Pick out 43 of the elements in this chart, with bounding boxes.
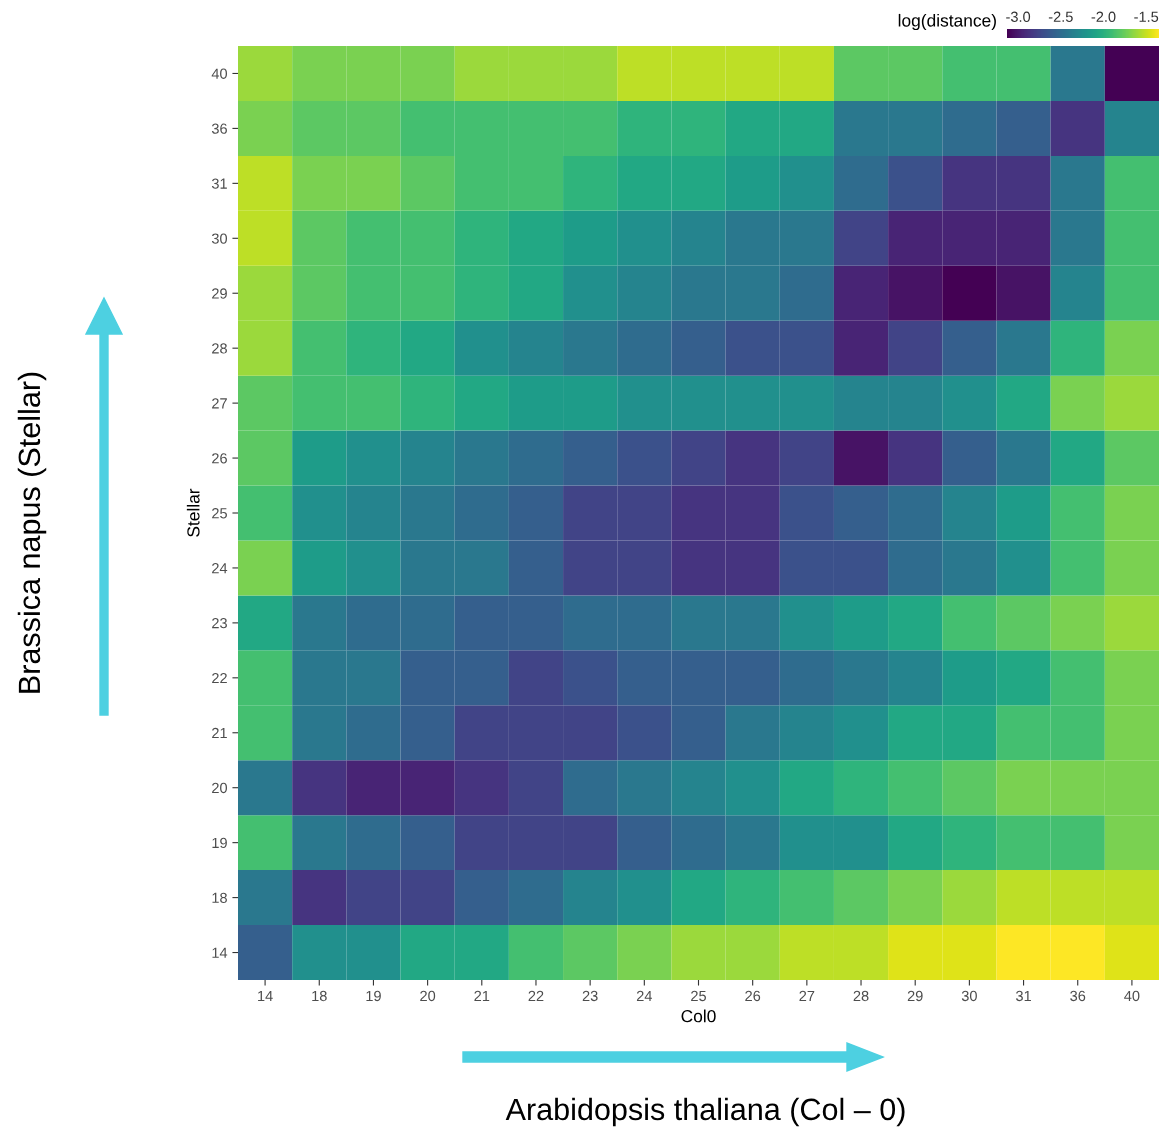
y-tick-label: 31 bbox=[211, 178, 227, 189]
x-tick-label: 24 bbox=[636, 990, 653, 1001]
x-tick-label: 30 bbox=[961, 990, 977, 1002]
y-tick-label: 19 bbox=[212, 837, 227, 849]
x-tick-label: 26 bbox=[745, 990, 761, 1002]
y-tick-label: 20 bbox=[212, 782, 228, 794]
x-tick-label: 27 bbox=[799, 990, 815, 1001]
x-tick-label: 20 bbox=[420, 990, 436, 1002]
text: Arabidopsis thaliana (Col – 0) bbox=[505, 1097, 905, 1127]
y-tick-label: 22 bbox=[212, 672, 227, 684]
y-tick-label: 28 bbox=[212, 343, 227, 354]
y-tick-label: 29 bbox=[212, 288, 227, 299]
y-tick-label: 21 bbox=[212, 727, 227, 739]
color-bar-label: -1.5 bbox=[1134, 11, 1159, 22]
color-bar-title: log(distance) bbox=[898, 13, 996, 31]
y-tick-label: 36 bbox=[211, 123, 227, 134]
x-tick-label: 36 bbox=[1070, 990, 1086, 1002]
color-bar-label: -2.0 bbox=[1091, 11, 1116, 22]
y-tick-label: 40 bbox=[211, 68, 228, 79]
x-tick-label: 18 bbox=[312, 990, 327, 1002]
y-axis-title: Stellar bbox=[186, 488, 200, 537]
x-tick-label: 29 bbox=[907, 990, 923, 1002]
y-tick-label: 26 bbox=[212, 453, 227, 464]
y-tick-label: 14 bbox=[212, 947, 228, 958]
x-tick-label: 23 bbox=[582, 990, 598, 1002]
y-tick-label: 30 bbox=[211, 233, 228, 244]
x-tick-label: 28 bbox=[853, 990, 869, 1002]
y-tick-label: 27 bbox=[212, 398, 227, 409]
color-bar-label: -3.0 bbox=[1006, 11, 1031, 22]
x-tick-label: 19 bbox=[366, 990, 381, 1002]
y-tick-label: 25 bbox=[212, 508, 227, 519]
x-tick-label: 14 bbox=[258, 990, 273, 1001]
y-tick-label: 23 bbox=[212, 617, 227, 629]
x-tick-label: 31 bbox=[1016, 990, 1031, 1002]
x-tick-label: 25 bbox=[691, 990, 706, 1002]
text: Brassica napus (Stellar) bbox=[17, 372, 47, 693]
x-tick-label: 21 bbox=[474, 990, 490, 1001]
y-tick-label: 24 bbox=[212, 563, 228, 574]
x-tick-label: 22 bbox=[528, 990, 544, 1001]
y-tick-label: 18 bbox=[212, 892, 227, 904]
x-tick-label: 40 bbox=[1124, 990, 1140, 1002]
x-axis-title: Col0 bbox=[681, 1009, 716, 1023]
color-bar-label: -2.5 bbox=[1048, 11, 1073, 22]
